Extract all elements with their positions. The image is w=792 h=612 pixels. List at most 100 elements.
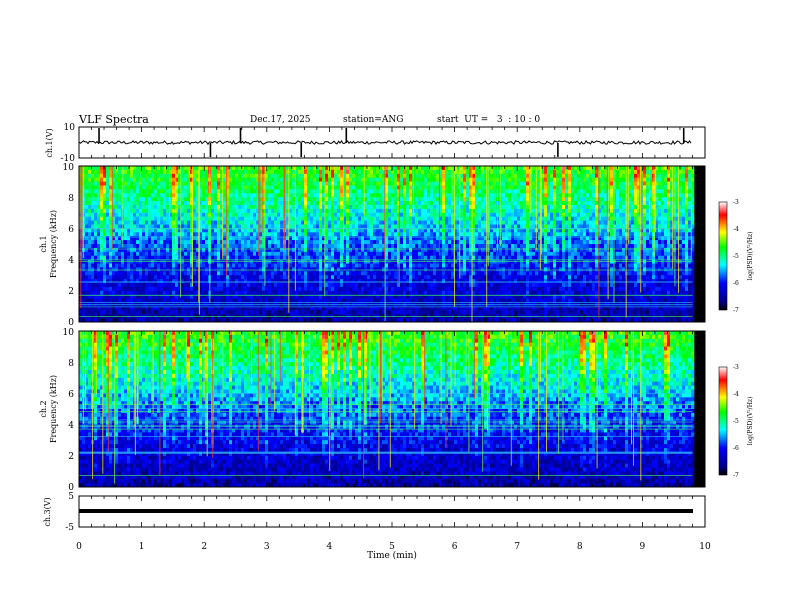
spectrogram-cell — [283, 290, 287, 295]
spectrogram-cell — [151, 306, 155, 311]
spectrogram-cell — [328, 173, 332, 178]
spectrogram-cell — [328, 255, 332, 260]
spectrogram-cell — [178, 216, 182, 221]
spectrogram-cell — [184, 228, 188, 233]
spectrogram-cell — [97, 185, 101, 190]
spectrogram-cell — [370, 220, 374, 225]
spectrogram-cell — [406, 189, 410, 194]
spectrogram-cell — [259, 310, 263, 315]
spectrogram-cell — [226, 212, 230, 217]
spectrogram-cell — [178, 290, 182, 295]
spectrogram-cell — [328, 271, 332, 276]
spectrogram-cell — [418, 275, 422, 280]
spectrogram-cell — [325, 224, 329, 229]
spectrogram-cell — [91, 271, 95, 276]
spectrogram-cell — [343, 294, 347, 299]
spectrogram-cell — [235, 267, 239, 272]
spectrogram-cell — [229, 310, 233, 315]
spectrogram-cell — [163, 310, 167, 315]
spectrogram-cell — [91, 247, 95, 253]
spectrogram-cell — [163, 212, 167, 217]
spectrogram-cell — [418, 220, 422, 225]
spectrogram-cell — [295, 205, 299, 210]
spectrogram-cell — [304, 279, 308, 284]
spectrogram-cell — [334, 189, 338, 194]
spectrogram-cell — [205, 212, 209, 217]
spectrogram-cell — [250, 216, 254, 221]
spectrogram-cell — [349, 197, 353, 202]
spectrogram-cell — [94, 232, 98, 237]
spectrogram-cell — [163, 263, 167, 268]
spectrogram-cell — [106, 185, 110, 190]
spectrogram-cell — [274, 201, 278, 206]
spectrogram-cell — [307, 283, 311, 288]
spectrogram-cell — [295, 216, 299, 221]
spectrogram-cell — [436, 236, 440, 241]
spectrogram-cell — [199, 220, 203, 225]
spectrogram-cell — [427, 212, 431, 217]
spectrogram-cell — [145, 263, 149, 268]
spectrogram-cell — [388, 177, 392, 182]
spectrogram-cell — [85, 283, 89, 288]
spectrogram-cell — [241, 228, 245, 233]
spectrogram-cell — [310, 216, 314, 221]
spectrogram-cell — [445, 286, 449, 292]
spectrogram-cell — [94, 220, 98, 225]
spectrogram-cell — [184, 169, 188, 175]
spectrogram-cell — [232, 228, 236, 233]
spectrogram-cell — [388, 255, 392, 260]
spectrogram-cell — [361, 193, 365, 198]
spectrogram-cell — [301, 240, 305, 245]
spectrogram-cell — [388, 244, 392, 249]
spectrogram-cell — [334, 251, 338, 256]
spectrogram-cell — [145, 208, 149, 214]
spectrogram-cell — [439, 205, 443, 210]
spectrogram-cell — [403, 173, 407, 178]
spectrogram-cell — [436, 263, 440, 268]
spectrogram-cell — [352, 166, 356, 171]
spectrogram-cell — [172, 286, 176, 292]
spectrogram-cell — [412, 271, 416, 276]
spectrogram-cell — [250, 201, 254, 206]
spectrogram-cell — [229, 283, 233, 288]
spectrogram-cell — [304, 244, 308, 249]
spectrogram-cell — [232, 181, 236, 186]
spectrogram-cell — [310, 283, 314, 288]
spectrogram-cell — [352, 189, 356, 194]
spectrogram-cell — [145, 283, 149, 288]
spectrogram-cell — [94, 205, 98, 210]
spectrogram-cell — [379, 185, 383, 190]
spectrogram-cell — [280, 224, 284, 229]
spectrogram-cell — [400, 236, 404, 241]
spectrogram-cell — [205, 193, 209, 198]
spectrogram-cell — [214, 251, 218, 256]
spectrogram-cell — [400, 166, 404, 171]
spectrogram-cell — [358, 193, 362, 198]
spectrogram-cell — [328, 177, 332, 182]
spectrogram-cell — [430, 177, 434, 182]
spectrogram-cell — [91, 173, 95, 178]
spectrogram-cell — [391, 294, 395, 299]
spectrogram-cell — [421, 318, 425, 323]
spectrogram-cell — [295, 189, 299, 194]
spectrogram-cell — [271, 279, 275, 284]
spectrogram-cell — [232, 189, 236, 194]
spectrogram-cell — [319, 306, 323, 311]
spectrogram-cell — [385, 306, 389, 311]
spectrogram-cell — [124, 224, 128, 229]
spectrogram-cell — [178, 251, 182, 256]
spectrogram-cell — [355, 251, 359, 256]
spectrogram-cell — [172, 271, 176, 276]
spectrogram-cell — [145, 244, 149, 249]
spectrogram-cell — [421, 244, 425, 249]
spectrogram-cell — [382, 216, 386, 221]
spectrogram-cell — [202, 255, 206, 260]
spectrogram-cell — [283, 298, 287, 303]
spectrogram-cell — [370, 267, 374, 272]
spectrogram-cell — [394, 279, 398, 284]
spectrogram-cell — [151, 240, 155, 245]
spectrogram-cell — [88, 236, 92, 241]
spectrogram-cell — [136, 224, 140, 229]
spectrogram-cell — [244, 201, 248, 206]
spectrogram-cell — [160, 310, 164, 315]
